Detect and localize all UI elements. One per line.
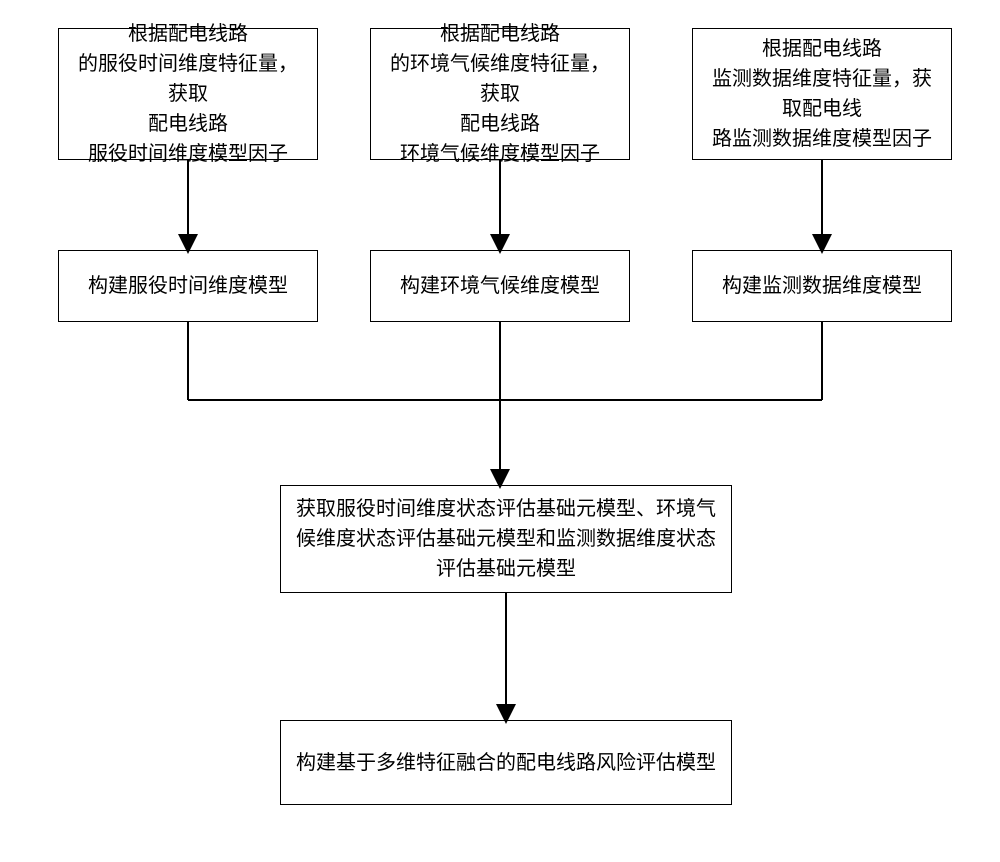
node-mid-mid: 构建环境气候维度模型 [370, 250, 630, 322]
node-text: 根据配电线路的服役时间维度特征量，获取配电线路服役时间维度模型因子 [71, 19, 305, 169]
node-mid-right: 构建监测数据维度模型 [692, 250, 952, 322]
node-merge: 获取服役时间维度状态评估基础元模型、环境气候维度状态评估基础元模型和监测数据维度… [280, 485, 732, 593]
node-final: 构建基于多维特征融合的配电线路风险评估模型 [280, 720, 732, 805]
node-text: 构建基于多维特征融合的配电线路风险评估模型 [296, 748, 716, 778]
node-text: 根据配电线路的环境气候维度特征量，获取配电线路环境气候维度模型因子 [383, 19, 617, 169]
node-text: 根据配电线路监测数据维度特征量，获取配电线路监测数据维度模型因子 [705, 34, 939, 154]
node-text: 获取服役时间维度状态评估基础元模型、环境气候维度状态评估基础元模型和监测数据维度… [293, 494, 719, 584]
node-text: 构建监测数据维度模型 [722, 271, 922, 301]
node-mid-left: 构建服役时间维度模型 [58, 250, 318, 322]
node-text: 构建服役时间维度模型 [88, 271, 288, 301]
node-top-right: 根据配电线路监测数据维度特征量，获取配电线路监测数据维度模型因子 [692, 28, 952, 160]
node-text: 构建环境气候维度模型 [400, 271, 600, 301]
node-top-left: 根据配电线路的服役时间维度特征量，获取配电线路服役时间维度模型因子 [58, 28, 318, 160]
node-top-mid: 根据配电线路的环境气候维度特征量，获取配电线路环境气候维度模型因子 [370, 28, 630, 160]
